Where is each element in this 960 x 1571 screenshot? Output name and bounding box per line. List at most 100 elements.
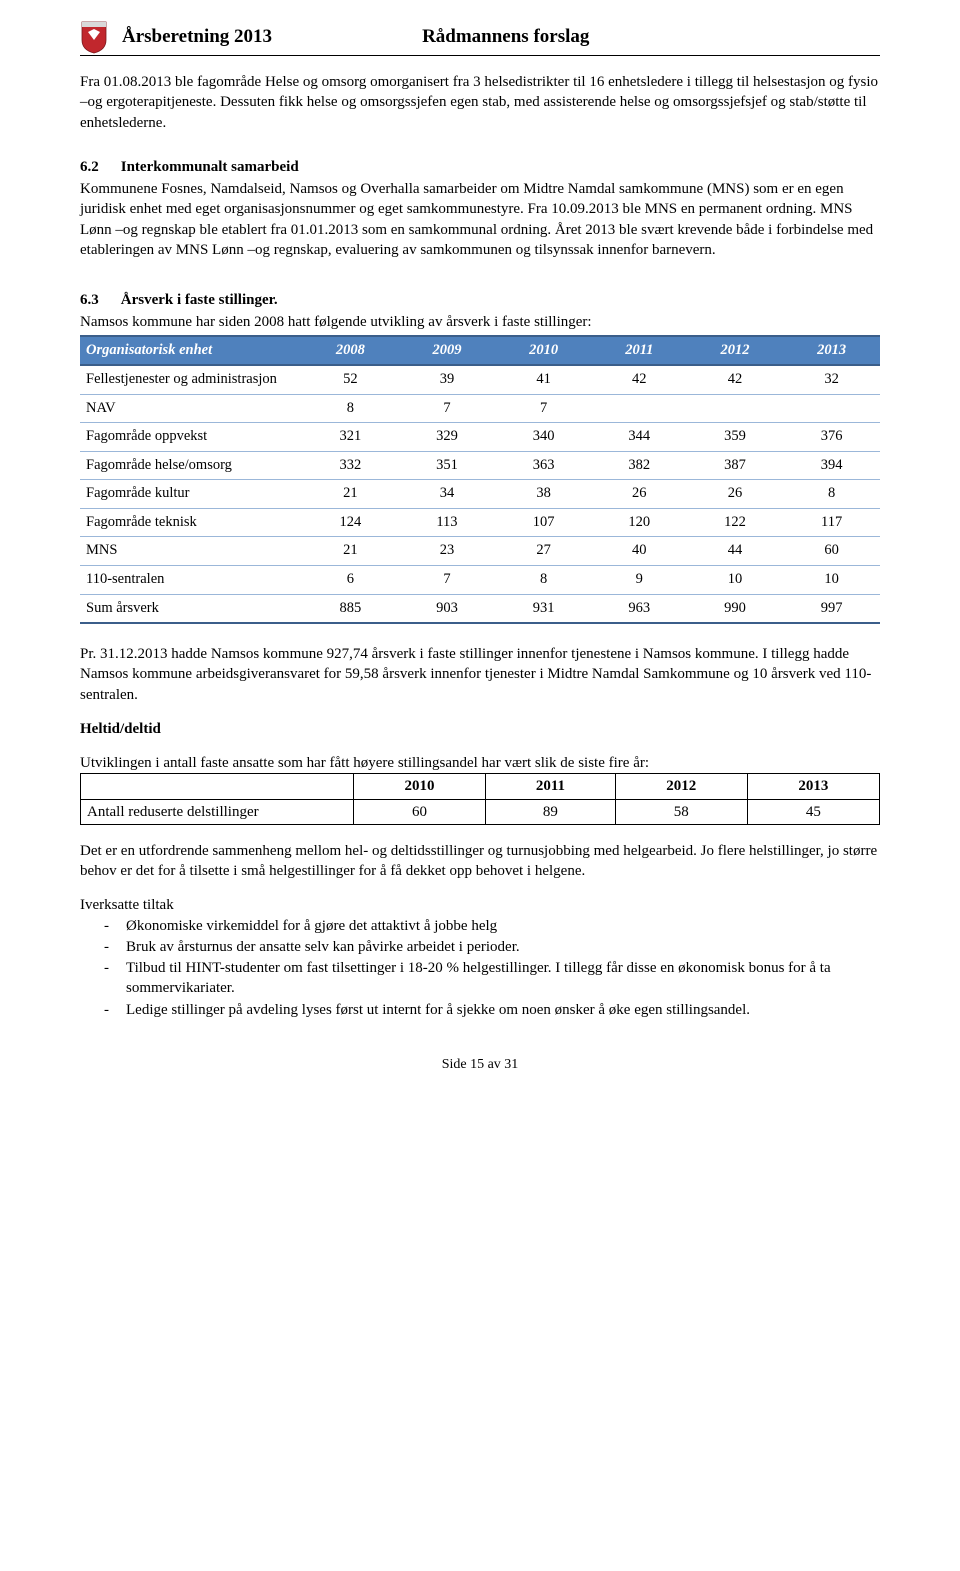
table-row: Fagområde kultur21343826268 [80,480,880,509]
table-cell: 329 [399,423,496,452]
table-cell: 387 [687,451,784,480]
aarsverk-table: Organisatorisk enhet 2008 2009 2010 2011… [80,335,880,625]
table-header-year: 2012 [615,774,747,799]
header-title-right: Rådmannens forslag [422,24,589,50]
table-cell: 21 [302,480,399,509]
table-cell: 344 [592,423,687,452]
table-row: Sum årsverk885903931963990997 [80,594,880,623]
table-row-label: 110-sentralen [80,566,302,595]
table-cell: 963 [592,594,687,623]
table-row-label: MNS [80,537,302,566]
table-cell: 26 [592,480,687,509]
heltid-intro: Utviklingen i antall faste ansatte som h… [80,753,880,773]
table-cell: 89 [486,799,616,824]
table-cell: 376 [783,423,880,452]
table-cell: 38 [495,480,592,509]
table-cell: 8 [783,480,880,509]
table-row: MNS212327404460 [80,537,880,566]
section-number: 6.3 [80,292,99,308]
table-cell: 117 [783,508,880,537]
table-row: Fagområde helse/omsorg332351363382387394 [80,451,880,480]
table-header-year: 2009 [399,336,496,366]
document-page: Årsberetning 2013 Rådmannens forslag Fra… [40,0,920,1115]
table-header-row: Organisatorisk enhet 2008 2009 2010 2011… [80,336,880,366]
table-header-year: 2011 [592,336,687,366]
table-cell: 997 [783,594,880,623]
table-cell: 7 [495,394,592,423]
table-header-year: 2010 [495,336,592,366]
table-cell: 44 [687,537,784,566]
table-cell: 7 [399,394,496,423]
table-cell: 42 [592,365,687,394]
table-row-label: Sum årsverk [80,594,302,623]
section-number: 6.2 [80,159,99,175]
header-title-left: Årsberetning 2013 [122,24,272,50]
page-footer: Side 15 av 31 [80,1056,880,1075]
table-cell: 990 [687,594,784,623]
list-item: Bruk av årsturnus der ansatte selv kan p… [126,937,880,957]
table-row-label: Fellestjenester og administrasjon [80,365,302,394]
table-cell: 359 [687,423,784,452]
table-cell: 52 [302,365,399,394]
table-cell: 122 [687,508,784,537]
section-6-3-intro: Namsos kommune har siden 2008 hatt følge… [80,312,880,332]
heltid-heading: Heltid/deltid [80,719,880,739]
tiltak-heading: Iverksatte tiltak [80,895,880,915]
table-cell: 340 [495,423,592,452]
table-row-label: Fagområde kultur [80,480,302,509]
table-row-label: Fagområde teknisk [80,508,302,537]
table-header-year: 2012 [687,336,784,366]
table-cell: 10 [687,566,784,595]
table-row-label: Fagområde helse/omsorg [80,451,302,480]
table-cell: 40 [592,537,687,566]
table-cell: 60 [354,799,486,824]
table-cell: 394 [783,451,880,480]
table-header-year: 2013 [783,336,880,366]
table-cell: 8 [495,566,592,595]
table-cell: 45 [747,799,879,824]
table-cell: 7 [399,566,496,595]
table-cell: 58 [615,799,747,824]
section-title: Årsverk i faste stillinger. [121,292,278,308]
table-header-first: Organisatorisk enhet [80,336,302,366]
table-cell [783,394,880,423]
table-row: Fellestjenester og administrasjon5239414… [80,365,880,394]
list-item: Tilbud til HINT-studenter om fast tilset… [126,958,880,999]
list-item: Økonomiske virkemiddel for å gjøre det a… [126,916,880,936]
tiltak-list: Økonomiske virkemiddel for å gjøre det a… [80,916,880,1020]
intro-paragraph: Fra 01.08.2013 ble fagområde Helse og om… [80,72,880,133]
table-cell: 32 [783,365,880,394]
table-cell: 42 [687,365,784,394]
table-cell: 382 [592,451,687,480]
section-title: Interkommunalt samarbeid [121,159,299,175]
table-cell: 332 [302,451,399,480]
table-cell: 931 [495,594,592,623]
table-row-label: Fagområde oppvekst [80,423,302,452]
table-cell: 8 [302,394,399,423]
heltid-table: 2010 2011 2012 2013 Antall reduserte del… [80,773,880,825]
table-row: Fagområde teknisk124113107120122117 [80,508,880,537]
table-row: 110-sentralen67891010 [80,566,880,595]
table-header-year: 2010 [354,774,486,799]
table-header-blank [81,774,354,799]
table-cell: 113 [399,508,496,537]
table-cell: 34 [399,480,496,509]
table-header-year: 2011 [486,774,616,799]
table-cell: 23 [399,537,496,566]
table-cell: 10 [783,566,880,595]
pr-paragraph: Pr. 31.12.2013 hadde Namsos kommune 927,… [80,644,880,705]
table-cell: 351 [399,451,496,480]
section-6-2-heading: 6.2 Interkommunalt samarbeid [80,157,880,177]
table-cell [592,394,687,423]
table-cell: 321 [302,423,399,452]
municipal-crest-icon [80,20,108,54]
table-cell: 6 [302,566,399,595]
table-header-row: 2010 2011 2012 2013 [81,774,880,799]
list-item: Ledige stillinger på avdeling lyses førs… [126,1000,880,1020]
section-6-3-heading: 6.3 Årsverk i faste stillinger. [80,290,880,310]
table-cell: 120 [592,508,687,537]
table-cell: 9 [592,566,687,595]
table-cell: 26 [687,480,784,509]
table-cell: 107 [495,508,592,537]
section-6-2-body: Kommunene Fosnes, Namdalseid, Namsos og … [80,179,880,260]
